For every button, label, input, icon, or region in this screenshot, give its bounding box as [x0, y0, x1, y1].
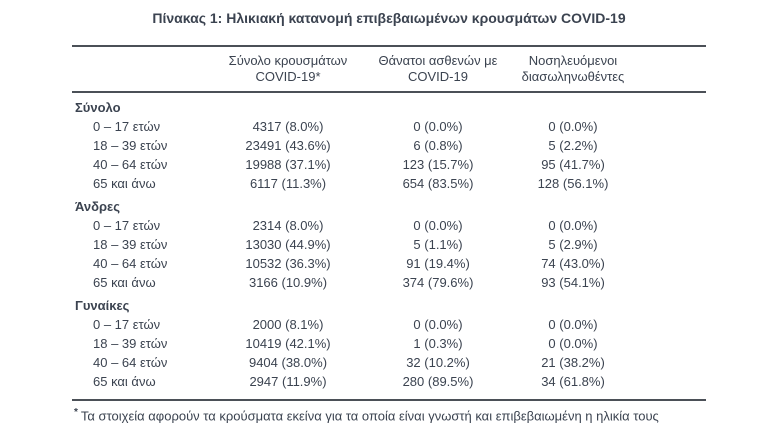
intubated-cell: 0 (0.0%) — [548, 317, 598, 332]
deaths-cell: 654 (83.5%) — [402, 176, 474, 191]
intubated-cell: 5 (2.2%) — [548, 138, 598, 153]
intubated-cell: 21 (38.2%) — [541, 355, 605, 370]
intubated-cell: 0 (0.0%) — [548, 336, 598, 351]
age-group-label: 0 – 17 ετών — [93, 218, 161, 233]
cases-cell: 19988 (37.1%) — [245, 157, 331, 172]
covid-age-distribution-table: Σύνολο κρουσμάτων COVID-19* Θάνατοι ασθε… — [72, 45, 706, 401]
report-page: Πίνακας 1: Ηλικιακή κατανομή επιβεβαιωμέ… — [0, 10, 770, 424]
table-row: 40 – 64 ετών 19988 (37.1%) 123 (15.7%) 9… — [72, 155, 706, 174]
age-group-label: 18 – 39 ετών — [93, 237, 168, 252]
table-row: 65 και άνω 2947 (11.9%) 280 (89.5%) 34 (… — [72, 372, 706, 391]
intubated-cell: 128 (56.1%) — [537, 176, 609, 191]
section-label: Άνδρες — [75, 199, 120, 214]
table-row: 18 – 39 ετών 10419 (42.1%) 1 (0.3%) 0 (0… — [72, 334, 706, 353]
cases-cell: 2000 (8.1%) — [252, 317, 324, 332]
age-group-label: 65 και άνω — [93, 176, 156, 191]
deaths-cell: 374 (79.6%) — [402, 275, 474, 290]
cases-cell: 6117 (11.3%) — [249, 176, 327, 191]
table-row: 18 – 39 ετών 23491 (43.6%) 6 (0.8%) 5 (2… — [72, 136, 706, 155]
intubated-cell: 95 (41.7%) — [541, 157, 605, 172]
footnote-text: Τα στοιχεία αφορούν τα κρούσματα εκείνα … — [80, 408, 659, 424]
table-row: 18 – 39 ετών 13030 (44.9%) 5 (1.1%) 5 (2… — [72, 235, 706, 254]
age-group-label: 40 – 64 ετών — [93, 256, 168, 271]
age-group-label: 65 και άνω — [93, 374, 156, 389]
cases-cell: 3166 (10.9%) — [248, 275, 328, 290]
deaths-cell: 0 (0.0%) — [413, 119, 463, 134]
cases-cell: 4317 (8.0%) — [252, 119, 324, 134]
cases-cell: 2947 (11.9%) — [249, 374, 327, 389]
table-header-row: Σύνολο κρουσμάτων COVID-19* Θάνατοι ασθε… — [72, 47, 706, 93]
deaths-cell: 91 (19.4%) — [406, 256, 470, 271]
cases-cell: 13030 (44.9%) — [245, 237, 331, 252]
section-row-men: Άνδρες — [72, 197, 706, 216]
cases-cell: 2314 (8.0%) — [252, 218, 324, 233]
intubated-cell: 0 (0.0%) — [548, 119, 598, 134]
cases-cell: 10532 (36.3%) — [245, 256, 331, 271]
deaths-cell: 32 (10.2%) — [406, 355, 470, 370]
column-header-intubated: Νοσηλευόμενοι διασωληνωθέντες — [521, 53, 625, 84]
deaths-cell: 1 (0.3%) — [413, 336, 463, 351]
table-row: 0 – 17 ετών 2000 (8.1%) 0 (0.0%) 0 (0.0%… — [72, 315, 706, 334]
section-row-total: Σύνολο — [72, 98, 706, 117]
table-body: Σύνολο 0 – 17 ετών 4317 (8.0%) 0 (0.0%) … — [72, 93, 706, 401]
age-group-label: 40 – 64 ετών — [93, 157, 168, 172]
age-group-label: 0 – 17 ετών — [93, 317, 161, 332]
column-header-deaths: Θάνατοι ασθενών με COVID-19 — [378, 53, 498, 84]
section-label: Σύνολο — [75, 100, 121, 115]
intubated-cell: 0 (0.0%) — [548, 218, 598, 233]
table-title: Πίνακας 1: Ηλικιακή κατανομή επιβεβαιωμέ… — [152, 10, 626, 26]
deaths-cell: 5 (1.1%) — [413, 237, 463, 252]
age-group-label: 0 – 17 ετών — [93, 119, 161, 134]
deaths-cell: 123 (15.7%) — [402, 157, 474, 172]
deaths-cell: 0 (0.0%) — [413, 317, 463, 332]
age-group-label: 65 και άνω — [93, 275, 156, 290]
cases-cell: 9404 (38.0%) — [248, 355, 328, 370]
deaths-cell: 6 (0.8%) — [413, 138, 463, 153]
deaths-cell: 280 (89.5%) — [402, 374, 474, 389]
footnote: * Τα στοιχεία αφορούν τα κρούσματα εκείνα… — [74, 405, 770, 424]
column-header-total-cases: Σύνολο κρουσμάτων COVID-19* — [228, 53, 348, 84]
age-group-label: 18 – 39 ετών — [93, 336, 168, 351]
intubated-cell: 93 (54.1%) — [541, 275, 605, 290]
deaths-cell: 0 (0.0%) — [413, 218, 463, 233]
footnote-asterisk: * — [74, 407, 78, 418]
cases-cell: 10419 (42.1%) — [245, 336, 331, 351]
table-row: 0 – 17 ετών 2314 (8.0%) 0 (0.0%) 0 (0.0%… — [72, 216, 706, 235]
section-row-women: Γυναίκες — [72, 296, 706, 315]
age-group-label: 40 – 64 ετών — [93, 355, 168, 370]
intubated-cell: 34 (61.8%) — [541, 374, 605, 389]
cases-cell: 23491 (43.6%) — [245, 138, 331, 153]
age-group-label: 18 – 39 ετών — [93, 138, 168, 153]
table-row: 65 και άνω 3166 (10.9%) 374 (79.6%) 93 (… — [72, 273, 706, 292]
table-row: 65 και άνω 6117 (11.3%) 654 (83.5%) 128 … — [72, 174, 706, 193]
section-label: Γυναίκες — [75, 298, 130, 313]
intubated-cell: 74 (43.0%) — [541, 256, 605, 271]
intubated-cell: 5 (2.9%) — [548, 237, 598, 252]
table-row: 40 – 64 ετών 10532 (36.3%) 91 (19.4%) 74… — [72, 254, 706, 273]
table-row: 40 – 64 ετών 9404 (38.0%) 32 (10.2%) 21 … — [72, 353, 706, 372]
column-header-empty — [72, 53, 202, 85]
table-row: 0 – 17 ετών 4317 (8.0%) 0 (0.0%) 0 (0.0%… — [72, 117, 706, 136]
